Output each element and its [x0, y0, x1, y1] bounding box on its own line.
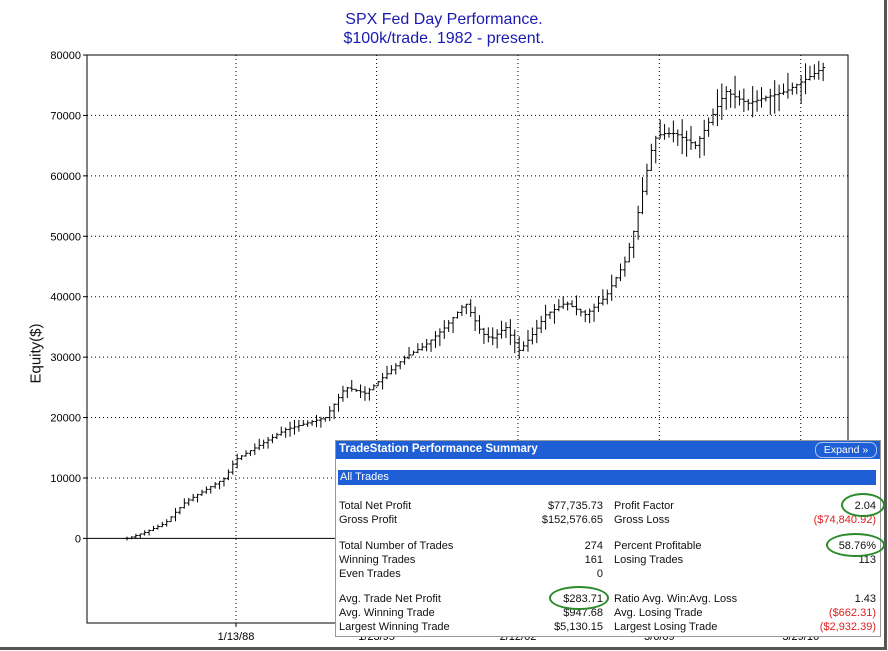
winning-trades-value: 161: [584, 554, 603, 566]
avg-trade-net-profit-highlight: [549, 586, 609, 610]
avg-trade-net-profit-label: Avg. Trade Net Profit: [339, 593, 441, 605]
panel-header: TradeStation Performance Summary Expand …: [336, 441, 880, 459]
ratio-win-loss-label: Ratio Avg. Win:Avg. Loss: [614, 593, 738, 605]
gross-loss-label: Gross Loss: [614, 514, 670, 526]
avg-losing-trade-label: Avg. Losing Trade: [614, 607, 703, 619]
y-tick-labels: 80000 70000 60000 50000 40000 30000 20000 10000…: [50, 50, 81, 545]
losing-trades-value: 113: [858, 554, 876, 566]
equity-bars: [125, 60, 826, 541]
avg-winning-trade-label: Avg. Winning Trade: [339, 607, 435, 619]
profit-factor-highlight: [841, 493, 885, 517]
y-tick-label: 40000: [50, 292, 81, 304]
largest-winning-trade-label: Largest Winning Trade: [339, 621, 450, 633]
total-net-profit-value: $77,735.73: [547, 500, 603, 512]
losing-trades-label: Losing Trades: [614, 554, 684, 566]
gross-loss-value: ($74,840.92): [813, 514, 876, 526]
y-tick-label: 0: [75, 533, 81, 545]
largest-losing-trade-label: Largest Losing Trade: [614, 621, 718, 633]
winning-trades-label: Winning Trades: [339, 554, 416, 566]
total-trades-value: 274: [584, 540, 603, 552]
y-tick-label: 10000: [50, 473, 81, 485]
panel-title: TradeStation Performance Summary: [339, 443, 538, 455]
expand-button[interactable]: Expand »: [815, 442, 877, 458]
avg-losing-trade-value: ($662.31): [828, 607, 876, 619]
total-net-profit-label: Total Net Profit: [339, 500, 412, 512]
even-trades-value: 0: [596, 568, 603, 580]
total-trades-label: Total Number of Trades: [339, 540, 454, 552]
y-tick-label: 30000: [50, 352, 81, 364]
performance-summary-panel: TradeStation Performance Summary Expand …: [335, 440, 885, 637]
even-trades-label: Even Trades: [339, 568, 401, 580]
avg-winning-trade-value: $947.68: [563, 607, 603, 619]
chart-subtitle: $100k/trade. 1982 - present.: [343, 30, 545, 47]
y-tick-label: 20000: [50, 413, 81, 425]
y-tick-label: 80000: [50, 50, 81, 62]
x-tick-label: 1/13/88: [218, 631, 255, 643]
ratio-win-loss-value: 1.43: [854, 593, 876, 605]
largest-losing-trade-value: ($2,932.39): [819, 621, 876, 633]
y-tick-label: 70000: [50, 110, 81, 122]
percent-profitable-label: Percent Profitable: [614, 540, 702, 552]
percent-profitable-highlight: [826, 533, 885, 557]
chart-title: SPX Fed Day Performance.: [345, 11, 543, 28]
all-trades-tab[interactable]: All Trades: [338, 470, 876, 485]
y-tick-label: 50000: [50, 231, 81, 243]
y-tick-label: 60000: [50, 171, 81, 183]
gross-profit-label: Gross Profit: [339, 514, 398, 526]
largest-winning-trade-value: $5,130.15: [554, 621, 603, 633]
gross-profit-value: $152,576.65: [541, 514, 603, 526]
profit-factor-label: Profit Factor: [614, 500, 674, 512]
